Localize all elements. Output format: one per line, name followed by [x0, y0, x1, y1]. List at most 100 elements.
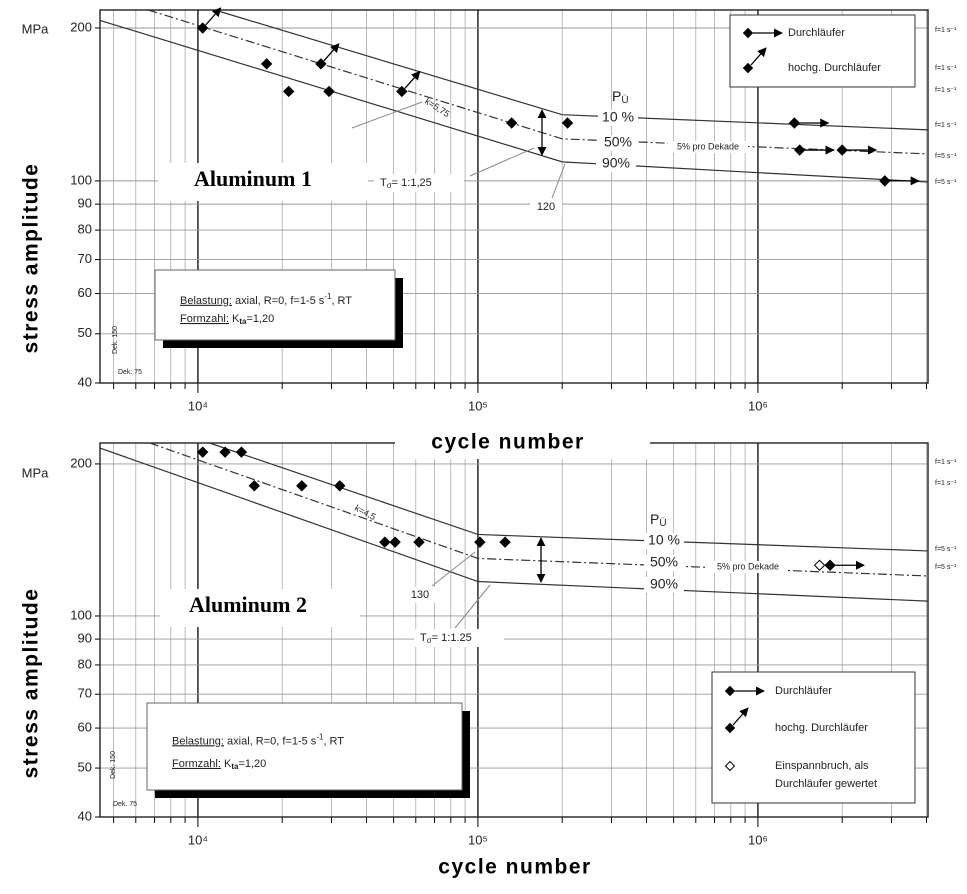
- data-point: [499, 536, 511, 548]
- freq-label: f=5 s⁻¹: [935, 546, 957, 553]
- info-box: [154, 269, 396, 341]
- scatter-label: Tσ= 1:1,25: [380, 177, 432, 190]
- y-tick-label: 50: [78, 759, 92, 774]
- data-point: [879, 175, 891, 187]
- leader: [469, 147, 535, 177]
- legend-label: hochg. Durchläufer: [788, 62, 881, 74]
- data-point: [396, 85, 408, 98]
- curve: [99, 19, 929, 183]
- scatter-sub: σ: [387, 181, 392, 190]
- y-tick-label: 200: [70, 19, 92, 34]
- x-axis-title: cycle number: [438, 856, 591, 879]
- per-decade-bg: [708, 561, 788, 573]
- y-tick-label: 60: [78, 285, 92, 300]
- data-point: [235, 446, 248, 458]
- legend-symbol: [724, 685, 736, 697]
- data-point: [389, 536, 401, 548]
- data-point: [323, 85, 335, 98]
- data-point: [474, 536, 486, 548]
- curve-label-bg: [644, 533, 684, 549]
- info-load-exp: -1: [316, 732, 324, 741]
- y-tick-label: 100: [70, 172, 92, 187]
- legend-symbol: [724, 760, 736, 772]
- curve: [148, 9, 929, 155]
- data-point: [283, 85, 295, 98]
- curve-label: 50%: [650, 554, 678, 570]
- legend-label: hochg. Durchläufer: [775, 722, 868, 734]
- info-notch-label: Formzahl:: [180, 313, 229, 325]
- info-load-text: axial, R=0, f=1-5 s: [232, 295, 325, 307]
- runout-arrow: [404, 70, 421, 89]
- curve-label-bg: [644, 577, 684, 593]
- info-load: Belastung: axial, R=0, f=1-5 s-1, RT: [172, 732, 344, 747]
- title-bg: [158, 163, 368, 201]
- legend-symbol: [724, 722, 736, 734]
- freq-label: f=1 s⁻¹: [935, 122, 957, 129]
- data-point: [836, 144, 848, 156]
- info-load-text: axial, R=0, f=1-5 s: [224, 735, 317, 747]
- legend-box: [711, 671, 916, 804]
- title-bg: [160, 589, 360, 627]
- info-load-end: , RT: [323, 735, 344, 747]
- y-tick-label: 40: [78, 374, 92, 389]
- curve-label: 90%: [602, 155, 630, 171]
- freq-label: f=1 s⁻¹: [935, 87, 957, 94]
- knee-label-bg: [404, 587, 436, 603]
- per-decade-label: 5% pro Dekade: [677, 141, 739, 151]
- unit-label: MPa: [22, 21, 50, 36]
- x-title-bg: [395, 427, 650, 459]
- runout-arrow: [323, 43, 340, 62]
- x-tick-label: 10⁶: [748, 398, 768, 413]
- probability-main: P: [612, 88, 621, 104]
- runout-arrow: [750, 47, 767, 66]
- knee-label: 120: [537, 201, 555, 213]
- legend-label: Einspannbruch, als: [775, 760, 869, 772]
- x-tick-label: 10⁵: [468, 832, 488, 847]
- info-notch-text: K: [221, 758, 232, 770]
- probability-label: PÜ: [612, 88, 629, 106]
- info-load-exp: -1: [324, 292, 332, 301]
- scatter-label-bg: [374, 174, 464, 192]
- leader: [351, 101, 423, 129]
- info-load-end: , RT: [331, 295, 352, 307]
- freq-label: f=5 s⁻¹: [935, 564, 957, 571]
- info-box: [146, 702, 463, 791]
- data-point: [334, 480, 346, 492]
- plot-frame: [99, 9, 929, 384]
- data-point: [788, 117, 801, 129]
- y-tick-label: 90: [78, 196, 92, 211]
- curve: [209, 442, 929, 552]
- scatter-rest: = 1:1.25: [432, 632, 472, 644]
- data-point: [248, 480, 261, 492]
- info-notch: Formzahl: Kta=1,20: [180, 313, 274, 326]
- data-point: [219, 446, 231, 458]
- info-notch-end: =1,20: [238, 758, 266, 770]
- runout-arrow: [732, 707, 749, 726]
- x-tick-label: 10⁴: [188, 832, 208, 847]
- leader: [431, 551, 476, 587]
- legend-symbol: [742, 62, 754, 74]
- dek-label: Dek. 150: [110, 751, 117, 779]
- scatter-sub: σ: [427, 636, 432, 645]
- curve-label: 90%: [650, 576, 678, 592]
- scatter-main: T: [380, 177, 387, 189]
- probability-sub: Ü: [621, 94, 628, 106]
- data-point: [413, 536, 425, 548]
- data-point: [793, 144, 806, 156]
- curve-label: 10 %: [648, 532, 680, 548]
- chart-panel: 10⁴ 10⁵ 10⁶ 40 50 60 70 80 90 100 200 MPa Aluminum 2…: [22, 442, 957, 847]
- curve-label: 10 %: [602, 109, 634, 125]
- info-load-label: Belastung:: [172, 735, 224, 747]
- knee-label-bg: [530, 199, 562, 215]
- dek-label: Dek. 75: [113, 801, 137, 808]
- info-notch-end: =1,20: [246, 313, 274, 325]
- freq-label: f=1 s⁻¹: [935, 27, 957, 34]
- x-tick-label: 10⁵: [468, 398, 488, 413]
- x-axis-title: cycle number: [431, 431, 584, 454]
- legend-label: Durchläufer: [775, 685, 832, 697]
- data-point: [296, 480, 308, 492]
- y-tick-label: 50: [78, 325, 92, 340]
- y-tick-label: 80: [78, 656, 92, 671]
- scatter-rest: = 1:1,25: [392, 177, 432, 189]
